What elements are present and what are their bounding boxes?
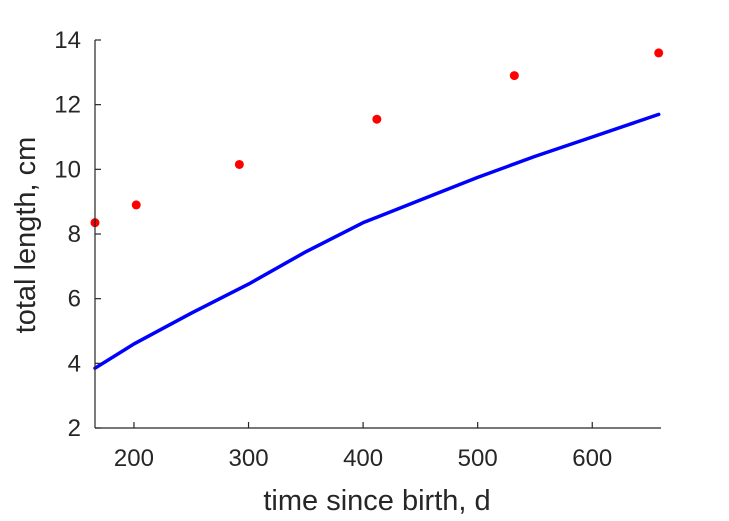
plot-area xyxy=(90,48,664,370)
data-point xyxy=(234,159,244,169)
y-tick-label: 14 xyxy=(54,27,81,54)
y-tick-label: 12 xyxy=(54,92,81,119)
axes xyxy=(94,40,661,429)
y-tick-label: 8 xyxy=(68,221,81,248)
y-axis-label: total length, cm xyxy=(10,137,42,334)
x-ticks: 200 300 400 500 600 xyxy=(114,422,612,472)
model-curve xyxy=(93,112,661,370)
y-tick-label: 10 xyxy=(54,156,81,183)
x-tick-label: 300 xyxy=(229,445,269,472)
x-tick-label: 500 xyxy=(458,445,498,472)
y-tick-label: 2 xyxy=(68,415,81,442)
y-ticks: 2 4 6 8 10 12 14 xyxy=(54,27,101,442)
y-tick-label: 6 xyxy=(68,286,81,313)
x-tick-label: 600 xyxy=(572,445,612,472)
x-tick-label: 400 xyxy=(343,445,383,472)
y-tick-label: 4 xyxy=(68,350,81,377)
x-axis-label: time since birth, d xyxy=(263,485,490,517)
data-point xyxy=(372,114,382,124)
data-point xyxy=(131,200,141,210)
data-point xyxy=(509,71,519,81)
data-point xyxy=(654,48,664,58)
x-tick-label: 200 xyxy=(114,445,154,472)
